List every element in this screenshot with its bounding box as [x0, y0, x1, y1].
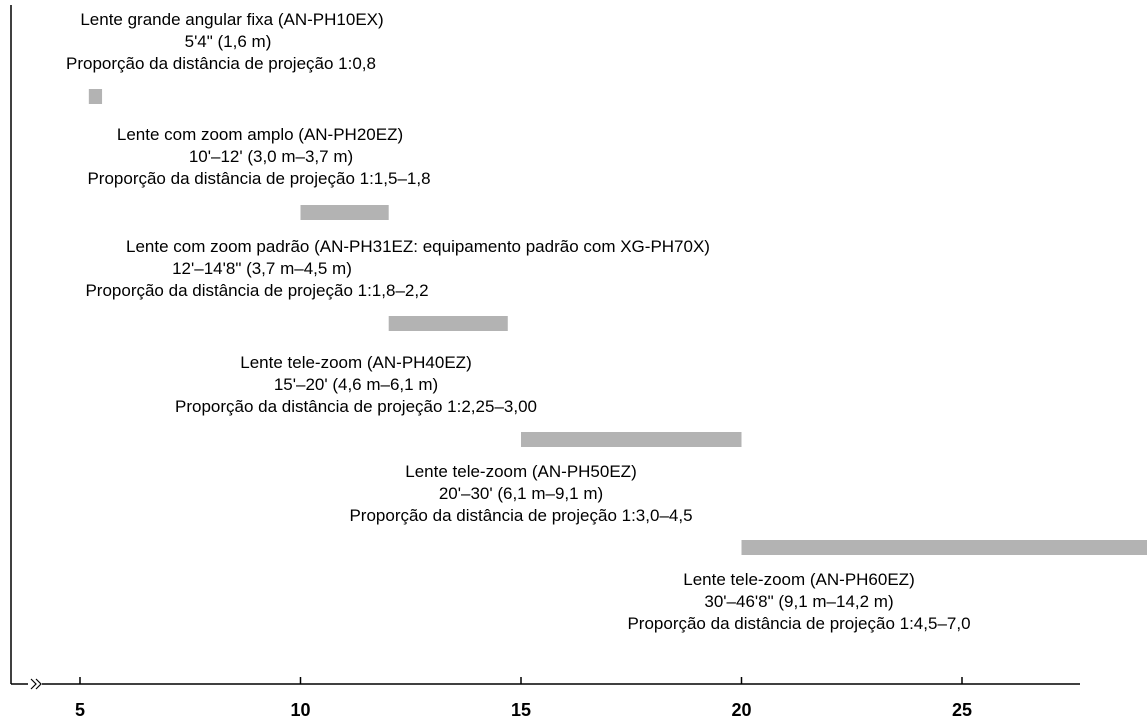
ratio-label: Proporção da distância de projeção 1:1,5… [87, 169, 430, 188]
x-tick-label: 5 [75, 700, 85, 720]
lens-name-label: Lente com zoom padrão (AN-PH31EZ: equipa… [126, 237, 710, 256]
distance-label: 15'–20' (4,6 m–6,1 m) [274, 375, 438, 394]
range-labels: Lente grande angular fixa (AN-PH10EX) 5'4… [66, 10, 971, 633]
distance-label: 12'–14'8" (3,7 m–4,5 m) [172, 259, 352, 278]
x-axis-tick-labels: 5101520253035404550(pés) [75, 700, 972, 720]
lens-name-label: Lente tele-zoom (AN-PH40EZ) [240, 353, 471, 372]
range-bar [88, 89, 103, 104]
range-bar [521, 432, 742, 447]
range-bar [300, 205, 389, 220]
ratio-label: Proporção da distância de projeção 1:2,2… [175, 397, 537, 416]
lens-name-label: Lente tele-zoom (AN-PH50EZ) [405, 462, 636, 481]
range-bar [388, 316, 508, 331]
lens-name-label: Lente grande angular fixa (AN-PH10EX) [80, 10, 383, 29]
lens-name-label: Lente com zoom amplo (AN-PH20EZ) [117, 125, 403, 144]
x-tick-label: 10 [290, 700, 310, 720]
x-tick-label: 20 [731, 700, 751, 720]
x-tick-label: 25 [952, 700, 972, 720]
distance-label: 30'–46'8" (9,1 m–14,2 m) [704, 592, 893, 611]
ratio-label: Proporção da distância de projeção 1:0,8 [66, 54, 376, 73]
ratio-label: Proporção da distância de projeção 1:1,8… [85, 281, 428, 300]
axis-break-mark [28, 677, 42, 691]
x-tick-label: 15 [511, 700, 531, 720]
ratio-label: Proporção da distância de projeção 1:4,5… [627, 614, 970, 633]
ratio-label: Proporção da distância de projeção 1:3,0… [349, 506, 692, 525]
range-bars [88, 89, 1147, 555]
x-axis-ticks [79, 677, 963, 684]
distance-label: 20'–30' (6,1 m–9,1 m) [439, 484, 603, 503]
range-bar [741, 540, 1147, 555]
distance-label: 5'4" (1,6 m) [185, 32, 272, 51]
distance-label: 10'–12' (3,0 m–3,7 m) [189, 147, 353, 166]
lens-name-label: Lente tele-zoom (AN-PH60EZ) [683, 570, 914, 589]
